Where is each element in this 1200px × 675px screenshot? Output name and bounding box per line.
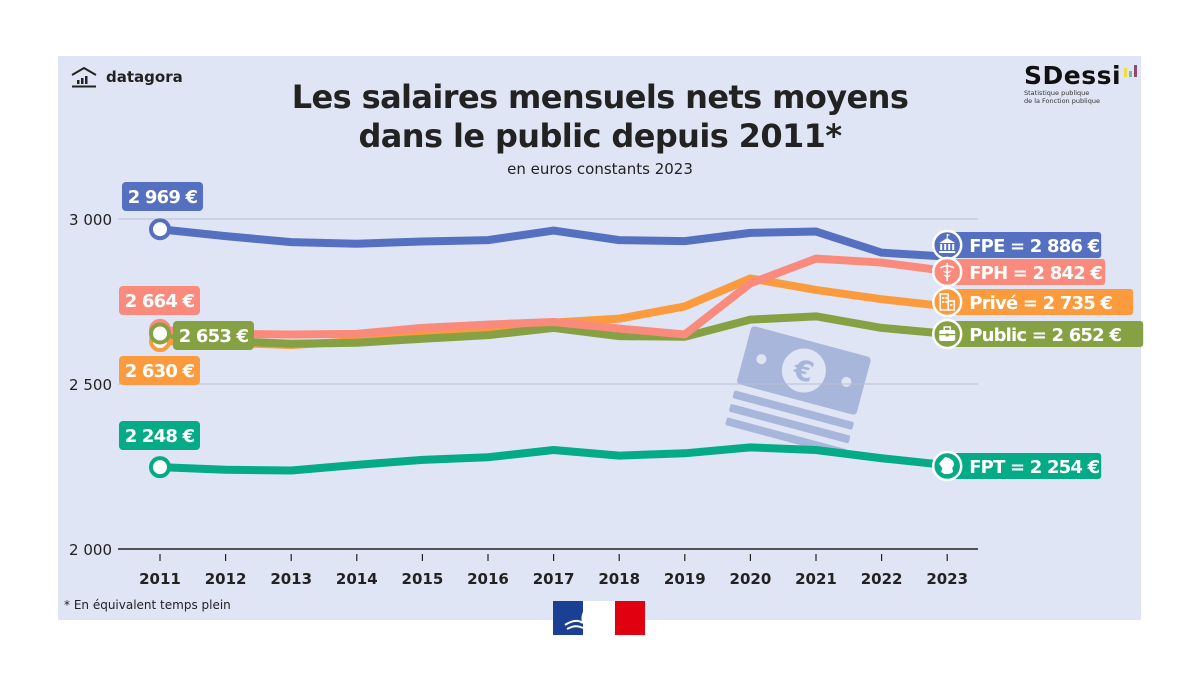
start-point-public bbox=[149, 322, 171, 345]
chart-subtitle: en euros constants 2023 bbox=[507, 160, 693, 178]
office-building-icon bbox=[939, 293, 955, 311]
start-value-badge-fpe bbox=[122, 182, 203, 211]
start-value-badge-public bbox=[173, 321, 254, 350]
government-building-icon bbox=[939, 234, 956, 253]
datagora-logo: datagora bbox=[70, 66, 183, 88]
sdessi-name: SDessi bbox=[1024, 61, 1122, 90]
start-point-fpe bbox=[149, 218, 171, 241]
series-line-fpt bbox=[156, 443, 952, 475]
x-tick-label: 2020 bbox=[730, 570, 772, 588]
x-tick-label: 2023 bbox=[926, 570, 968, 588]
sdessi-bars-icon bbox=[1124, 65, 1138, 77]
end-value-badge-public bbox=[953, 321, 1144, 347]
end-value-label-fph: FPH = 2 842 € bbox=[969, 263, 1102, 284]
x-tick-label: 2014 bbox=[336, 570, 378, 588]
sdessi-sub1: Statistique publique bbox=[1024, 89, 1090, 97]
datagora-house-chart-icon bbox=[71, 66, 97, 88]
x-tick-label: 2015 bbox=[402, 570, 444, 588]
x-tick-label: 2016 bbox=[467, 570, 509, 588]
end-value-badge-fpt bbox=[953, 453, 1102, 479]
x-tick-label: 2011 bbox=[139, 570, 181, 588]
series-line-fph bbox=[156, 254, 952, 339]
start-value-label-prive: 2 630 € bbox=[125, 361, 195, 382]
y-tick-label: 2 000 bbox=[69, 541, 112, 559]
end-value-label-public: Public = 2 652 € bbox=[969, 325, 1121, 346]
start-point-fpt bbox=[149, 456, 171, 479]
end-value-label-fpe: FPE = 2 886 € bbox=[969, 236, 1099, 257]
footnote: * En équivalent temps plein bbox=[64, 598, 231, 612]
end-value-badge-prive bbox=[953, 289, 1134, 315]
republique-francaise-marianne-logo bbox=[553, 601, 645, 635]
x-tick-label: 2018 bbox=[598, 570, 640, 588]
start-value-badge-fph bbox=[119, 286, 200, 315]
x-tick-label: 2021 bbox=[795, 570, 837, 588]
y-tick-label: 2 500 bbox=[69, 376, 112, 394]
x-tick-label: 2012 bbox=[205, 570, 247, 588]
y-tick-label: 3 000 bbox=[69, 211, 112, 229]
end-value-label-fpt: FPT = 2 254 € bbox=[969, 457, 1099, 478]
x-tick-label: 2013 bbox=[270, 570, 312, 588]
end-value-badge-fph bbox=[953, 259, 1106, 285]
start-value-label-fpt: 2 248 € bbox=[125, 426, 195, 447]
sdessi-logo: SDessi Statistique publique de la Foncti… bbox=[1024, 63, 1138, 105]
chart-title: Les salaires mensuels nets moyens dans l… bbox=[0, 78, 1200, 156]
end-value-badge-fpe bbox=[953, 232, 1102, 258]
series-line-fpe bbox=[156, 225, 952, 261]
caduceus-icon bbox=[939, 263, 955, 281]
end-value-label-prive: Privé = 2 735 € bbox=[969, 293, 1112, 314]
title-line-2: dans le public depuis 2011* bbox=[358, 117, 843, 155]
x-tick-label: 2019 bbox=[664, 570, 706, 588]
start-value-label-fpe: 2 969 € bbox=[128, 187, 198, 208]
sdessi-sub2: de la Fonction publique bbox=[1024, 97, 1100, 105]
series-line-public bbox=[156, 312, 952, 348]
money-bills-icon: € bbox=[725, 326, 871, 457]
x-tick-label: 2017 bbox=[533, 570, 575, 588]
start-value-label-public: 2 653 € bbox=[179, 326, 249, 347]
start-value-badge-fpt bbox=[119, 421, 200, 450]
start-value-label-fph: 2 664 € bbox=[125, 291, 195, 312]
start-value-badge-prive bbox=[119, 356, 200, 385]
france-map-icon bbox=[939, 457, 955, 474]
x-tick-label: 2022 bbox=[861, 570, 903, 588]
datagora-label: datagora bbox=[106, 68, 183, 86]
briefcase-icon bbox=[939, 326, 956, 341]
title-line-1: Les salaires mensuels nets moyens bbox=[291, 78, 909, 116]
